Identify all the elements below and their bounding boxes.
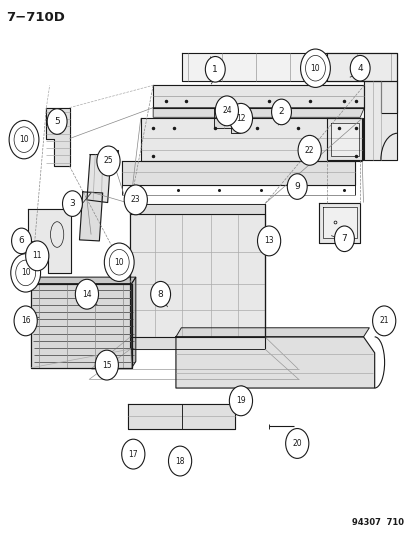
Polygon shape — [326, 53, 396, 113]
Polygon shape — [230, 108, 240, 133]
Circle shape — [300, 49, 330, 87]
Circle shape — [9, 120, 39, 159]
Text: 7: 7 — [341, 235, 347, 243]
Text: 18: 18 — [175, 457, 184, 465]
Text: 8: 8 — [157, 290, 163, 298]
Circle shape — [14, 127, 34, 152]
Circle shape — [11, 254, 40, 292]
Circle shape — [349, 55, 369, 81]
Polygon shape — [182, 53, 396, 81]
Text: 21: 21 — [379, 317, 388, 325]
Polygon shape — [363, 81, 396, 160]
Polygon shape — [130, 214, 264, 337]
Text: 2: 2 — [278, 108, 284, 116]
Circle shape — [287, 174, 306, 199]
Text: 4: 4 — [356, 64, 362, 72]
Polygon shape — [140, 118, 361, 161]
Text: 13: 13 — [263, 237, 273, 245]
Text: 20: 20 — [292, 439, 301, 448]
Circle shape — [271, 99, 291, 125]
Text: 14: 14 — [82, 290, 92, 298]
Text: 17: 17 — [128, 450, 138, 458]
Circle shape — [334, 226, 354, 252]
Circle shape — [14, 306, 37, 336]
Text: 10: 10 — [114, 258, 124, 266]
Circle shape — [305, 55, 325, 81]
Polygon shape — [153, 85, 363, 108]
Circle shape — [124, 185, 147, 215]
Circle shape — [95, 350, 118, 380]
Circle shape — [205, 56, 225, 82]
Polygon shape — [31, 284, 131, 368]
Text: 11: 11 — [33, 252, 42, 260]
Polygon shape — [176, 328, 368, 337]
Circle shape — [97, 146, 120, 176]
Text: 19: 19 — [235, 397, 245, 405]
Polygon shape — [31, 277, 135, 284]
Text: 3: 3 — [69, 199, 75, 208]
Polygon shape — [318, 203, 359, 243]
Text: 15: 15 — [102, 361, 112, 369]
Polygon shape — [122, 161, 354, 185]
Polygon shape — [102, 150, 118, 161]
Text: 16: 16 — [21, 317, 31, 325]
Circle shape — [215, 96, 238, 126]
Text: 12: 12 — [236, 114, 245, 123]
Polygon shape — [79, 192, 102, 241]
Text: 1: 1 — [212, 65, 218, 74]
Polygon shape — [128, 404, 235, 429]
Circle shape — [372, 306, 395, 336]
Polygon shape — [131, 277, 135, 368]
Polygon shape — [130, 204, 264, 214]
Polygon shape — [330, 123, 358, 156]
Circle shape — [16, 260, 36, 286]
Polygon shape — [46, 108, 69, 166]
Text: 6: 6 — [19, 237, 24, 245]
Polygon shape — [28, 209, 71, 273]
Text: 25: 25 — [103, 157, 113, 165]
Polygon shape — [176, 337, 374, 388]
Circle shape — [47, 109, 67, 134]
Circle shape — [285, 429, 308, 458]
Circle shape — [121, 439, 145, 469]
Circle shape — [229, 103, 252, 133]
Polygon shape — [326, 118, 363, 160]
Polygon shape — [153, 108, 363, 117]
Text: 9: 9 — [294, 182, 299, 191]
Polygon shape — [130, 337, 264, 349]
Circle shape — [104, 243, 134, 281]
Text: 23: 23 — [131, 196, 140, 204]
Text: 94307  710: 94307 710 — [351, 518, 403, 527]
Circle shape — [257, 226, 280, 256]
Circle shape — [26, 241, 49, 271]
Circle shape — [12, 228, 31, 254]
Text: 10: 10 — [310, 64, 320, 72]
Circle shape — [168, 446, 191, 476]
Text: 10: 10 — [21, 269, 31, 277]
Text: 24: 24 — [221, 107, 231, 115]
Circle shape — [150, 281, 170, 307]
Circle shape — [109, 249, 129, 275]
Circle shape — [229, 386, 252, 416]
Polygon shape — [214, 108, 231, 128]
Text: 10: 10 — [19, 135, 29, 144]
Polygon shape — [87, 155, 111, 203]
Text: 7−710D: 7−710D — [6, 11, 65, 23]
Circle shape — [62, 191, 82, 216]
Text: 5: 5 — [54, 117, 60, 126]
Circle shape — [75, 279, 98, 309]
Circle shape — [297, 135, 320, 165]
Polygon shape — [322, 207, 356, 238]
Text: 22: 22 — [304, 146, 313, 155]
